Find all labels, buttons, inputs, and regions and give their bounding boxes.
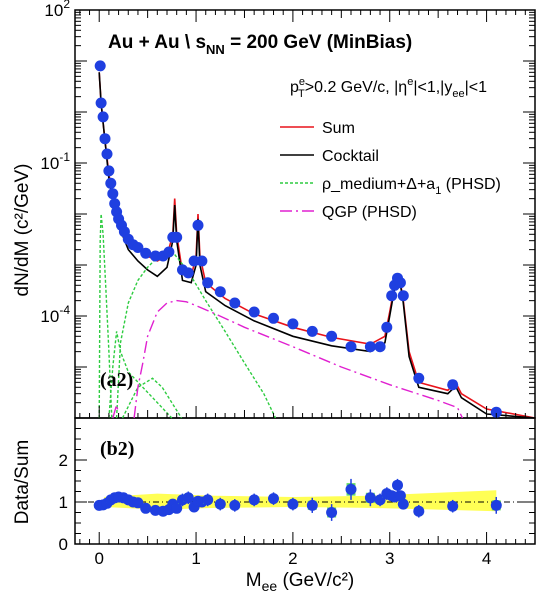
top-panel-tag: (a2) bbox=[100, 369, 133, 391]
kinematic-cuts: pe T>0.2 GeV/c, |ηe|<1,|yee|<1 bbox=[290, 76, 487, 100]
ratio-point bbox=[345, 483, 357, 495]
ratio-point bbox=[397, 498, 409, 510]
data-point bbox=[268, 312, 279, 324]
axes: 102 10-1 10-4 0 1 2 3 4 0 1 2 bbox=[40, 0, 536, 568]
ratio-point bbox=[394, 490, 406, 502]
bottom-panel-tag: (b2) bbox=[100, 438, 134, 460]
ratio-point bbox=[447, 500, 459, 512]
ratio-point bbox=[364, 492, 376, 504]
ratio-point bbox=[268, 493, 279, 505]
bottom-plot-area bbox=[75, 478, 535, 521]
data-point bbox=[94, 60, 106, 72]
top-y-tick-label: 10-4 bbox=[40, 303, 70, 326]
figure-title: Au + Au \ sNN = 200 GeV (MinBias) bbox=[108, 32, 412, 57]
ratio-point bbox=[392, 479, 403, 491]
data-point bbox=[196, 255, 208, 267]
rho-curve-2 bbox=[115, 251, 277, 419]
data-point bbox=[105, 177, 117, 189]
data-point bbox=[107, 188, 119, 200]
data-point bbox=[149, 250, 161, 262]
ratio-point bbox=[287, 498, 299, 510]
ratio-point bbox=[413, 505, 425, 517]
ratio-point bbox=[306, 499, 318, 511]
ratio-point bbox=[490, 499, 502, 511]
ratio-point bbox=[132, 497, 144, 509]
data-point bbox=[101, 148, 113, 160]
data-point bbox=[163, 246, 175, 258]
qgp-curve-2 bbox=[133, 299, 464, 419]
sum-curve bbox=[98, 72, 536, 419]
x-tick-label: 4 bbox=[482, 549, 491, 568]
legend: Sum Cocktail ρ_medium+Δ+a1 (PHSD) QGP (PHSD… bbox=[280, 120, 501, 221]
data-point bbox=[140, 247, 152, 259]
data-point bbox=[95, 97, 107, 109]
x-tick-label: 3 bbox=[385, 549, 394, 568]
ratio-point bbox=[182, 492, 194, 504]
ratio-point bbox=[326, 507, 338, 518]
data-point bbox=[109, 198, 121, 210]
data-point bbox=[103, 165, 115, 177]
data-point bbox=[97, 111, 109, 123]
ratio-point bbox=[248, 494, 260, 506]
rho-curve-1 bbox=[98, 213, 113, 419]
ratio-point bbox=[229, 499, 241, 511]
bottom-y-tick-label: 0 bbox=[59, 535, 68, 554]
ratio-point bbox=[140, 502, 152, 514]
data-point bbox=[287, 318, 299, 330]
data-point bbox=[306, 325, 318, 337]
ratio-point bbox=[171, 502, 183, 514]
top-plot-area bbox=[94, 60, 536, 419]
sum-legend-label: Sum bbox=[322, 120, 355, 137]
data-point bbox=[248, 306, 260, 318]
bottom-y-axis-title: Data/Sum bbox=[12, 440, 33, 524]
data-point bbox=[394, 277, 406, 289]
data-point bbox=[374, 341, 386, 353]
data-point bbox=[413, 372, 425, 384]
data-point bbox=[214, 286, 226, 298]
bottom-y-tick-label: 1 bbox=[59, 493, 68, 512]
x-axis-title: Mee (GeV/c²) bbox=[246, 570, 354, 594]
top-y-axis-title: dN/dM (c²/GeV) bbox=[12, 163, 33, 296]
data-point bbox=[490, 406, 502, 418]
rho-curve-3 bbox=[108, 331, 173, 419]
data-point bbox=[229, 297, 241, 309]
x-tick-label: 2 bbox=[288, 549, 297, 568]
data-point bbox=[202, 277, 214, 289]
bottom-panel-frame bbox=[74, 417, 536, 545]
rho-curve-4 bbox=[121, 377, 183, 419]
qgp-legend-label: QGP (PHSD) bbox=[322, 204, 417, 221]
data-point bbox=[99, 133, 111, 145]
top-y-tick-label: 102 bbox=[44, 0, 70, 20]
cocktail-legend-label: Cocktail bbox=[322, 148, 379, 165]
data-point bbox=[447, 379, 459, 391]
ratio-point bbox=[214, 498, 226, 510]
data-point bbox=[182, 267, 194, 279]
top-y-tick-label: 10-1 bbox=[40, 150, 70, 173]
data-point bbox=[192, 219, 204, 231]
top-panel-frame bbox=[74, 9, 536, 419]
data-point bbox=[386, 290, 398, 302]
bottom-y-tick-label: 2 bbox=[59, 451, 68, 470]
data-point bbox=[132, 242, 144, 253]
cocktail-curve bbox=[98, 72, 536, 419]
data-point bbox=[326, 330, 338, 342]
x-tick-label: 0 bbox=[94, 549, 103, 568]
x-tick-label: 1 bbox=[191, 549, 200, 568]
data-point bbox=[364, 341, 376, 353]
ratio-point bbox=[202, 494, 214, 506]
data-point bbox=[171, 231, 183, 243]
data-point bbox=[381, 321, 393, 333]
rho-legend-label: ρ_medium+Δ+a1 (PHSD) bbox=[322, 176, 501, 197]
qgp-curve-1 bbox=[112, 404, 120, 419]
data-point bbox=[397, 290, 409, 302]
data-point bbox=[345, 341, 357, 353]
data-point bbox=[188, 255, 200, 267]
